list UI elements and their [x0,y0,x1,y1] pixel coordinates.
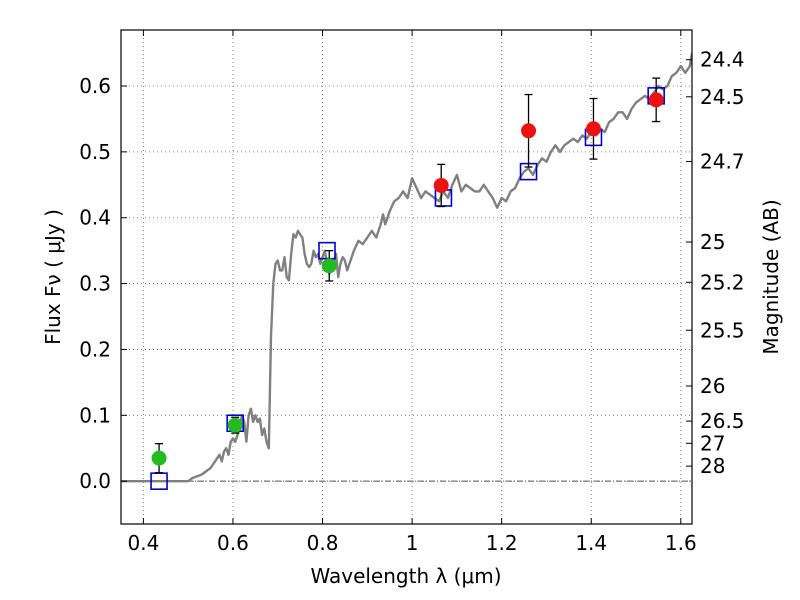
mag-tick-label: 28 [700,454,725,478]
observed-point-marker [521,123,537,139]
data-markers [150,77,665,490]
x-axis-label: Wavelength λ (μm) [310,564,501,588]
mag-tick-label: 24.4 [700,48,745,72]
observed-point-marker [433,177,449,193]
plot-frame [120,29,693,525]
spectrum-line [121,52,692,483]
observed-point-marker [585,121,601,137]
x-tick-label: 1.2 [486,531,518,555]
plot-area [121,52,692,483]
mag-tick-label: 25.5 [700,318,745,342]
y-tick-label: 0.2 [79,337,111,361]
y2-axis-label: Magnitude (AB) [759,199,783,354]
mag-tick-label: 24.7 [700,149,745,173]
y-tick-label: 0.3 [79,272,111,296]
mag-tick-label: 25.2 [700,270,745,294]
mag-tick-label: 25 [700,230,725,254]
mag-tick-label: 24.5 [700,85,745,109]
y-axis-label: Flux Fν ( μJy ) [41,209,65,345]
observed-point-marker [321,258,337,274]
x-tick-label: 1 [406,531,419,555]
mag-tick-label: 26 [700,374,725,398]
x-tick-label: 0.4 [127,531,159,555]
y-tick-label: 0.5 [79,140,111,164]
observed-point-marker [648,92,664,108]
x-tick-label: 0.8 [307,531,339,555]
y-tick-label: 0.4 [79,206,111,230]
axis-ticks: 0.4 0.6 0.8 1 1.2 1.4 1.6 0.0 0.1 0.2 0.3 0.4 0.5 0.6… [79,30,745,555]
observed-point-marker [227,417,243,433]
mag-tick-label: 27 [700,431,725,455]
x-tick-label: 1.6 [665,531,697,555]
y-tick-label: 0.1 [79,403,111,427]
x-tick-label: 0.6 [217,531,249,555]
mag-tick-label: 26.5 [700,409,745,433]
x-tick-label: 1.4 [575,531,607,555]
observed-point-marker [151,450,167,466]
y-tick-label: 0.0 [79,469,111,493]
y-tick-label: 0.6 [79,74,111,98]
